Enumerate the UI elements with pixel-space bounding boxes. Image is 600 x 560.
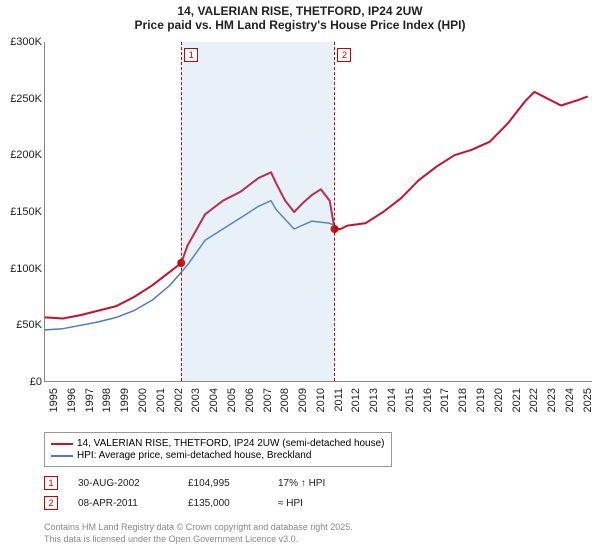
x-tick-label: 1995: [48, 388, 60, 418]
tx-badge: 1: [44, 476, 58, 490]
legend-item: HPI: Average price, semi-detached house,…: [51, 450, 385, 461]
x-tick-label: 2019: [475, 388, 487, 418]
sale-marker-line: [181, 42, 182, 381]
x-tick-label: 2016: [422, 388, 434, 418]
x-tick-label: 2008: [279, 388, 291, 418]
sale-marker-line: [334, 42, 335, 381]
y-tick-label: £300K: [2, 36, 42, 48]
x-tick-label: 2002: [173, 388, 185, 418]
y-tick-label: £50K: [2, 319, 42, 331]
x-tick-label: 1998: [101, 388, 113, 418]
x-tick-label: 2012: [350, 388, 362, 418]
x-tick-label: 2017: [439, 388, 451, 418]
legend-label: 14, VALERIAN RISE, THETFORD, IP24 2UW (s…: [77, 438, 385, 449]
chart-titles: 14, VALERIAN RISE, THETFORD, IP24 2UW Pr…: [0, 0, 600, 32]
x-tick-label: 2025: [582, 388, 594, 418]
x-tick-label: 2013: [368, 388, 380, 418]
tx-delta: 17% ↑ HPI: [278, 478, 325, 489]
title-line1: 14, VALERIAN RISE, THETFORD, IP24 2UW: [0, 4, 600, 18]
tx-delta: ≈ HPI: [278, 498, 303, 509]
legend-label: HPI: Average price, semi-detached house,…: [77, 450, 311, 461]
x-tick-label: 2009: [297, 388, 309, 418]
transaction-row: 1 30-AUG-2002 £104,995 17% ↑ HPI: [44, 476, 325, 490]
tx-date: 08-APR-2011: [78, 498, 168, 509]
x-tick-label: 2010: [315, 388, 327, 418]
shaded-region: [181, 42, 334, 381]
title-line2: Price paid vs. HM Land Registry's House …: [0, 18, 600, 32]
chart-container: 14, VALERIAN RISE, THETFORD, IP24 2UW Pr…: [0, 0, 600, 560]
transaction-row: 2 08-APR-2011 £135,000 ≈ HPI: [44, 496, 303, 510]
legend-item: 14, VALERIAN RISE, THETFORD, IP24 2UW (s…: [51, 438, 385, 449]
x-tick-label: 2023: [546, 388, 558, 418]
y-tick-label: £150K: [2, 206, 42, 218]
x-tick-label: 2005: [226, 388, 238, 418]
plot-area: 12: [44, 42, 592, 382]
tx-price: £135,000: [188, 498, 258, 509]
x-tick-label: 2000: [137, 388, 149, 418]
y-tick-label: £0: [2, 376, 42, 388]
x-tick-label: 2014: [386, 388, 398, 418]
sale-marker-badge: 2: [337, 48, 351, 62]
x-tick-label: 2011: [333, 388, 345, 418]
footer-line2: This data is licensed under the Open Gov…: [44, 534, 298, 544]
tx-date: 30-AUG-2002: [78, 478, 168, 489]
x-tick-label: 2001: [155, 388, 167, 418]
x-tick-label: 1997: [84, 388, 96, 418]
legend: 14, VALERIAN RISE, THETFORD, IP24 2UW (s…: [44, 432, 392, 467]
y-tick-label: £250K: [2, 93, 42, 105]
y-tick-label: £200K: [2, 149, 42, 161]
x-tick-label: 2021: [511, 388, 523, 418]
x-tick-label: 1999: [119, 388, 131, 418]
sale-marker-badge: 1: [184, 48, 198, 62]
x-tick-label: 2015: [404, 388, 416, 418]
legend-swatch: [51, 455, 73, 457]
x-tick-label: 2003: [190, 388, 202, 418]
x-tick-label: 2004: [208, 388, 220, 418]
footer-line1: Contains HM Land Registry data © Crown c…: [44, 522, 353, 532]
tx-price: £104,995: [188, 478, 258, 489]
x-tick-label: 2018: [457, 388, 469, 418]
tx-badge: 2: [44, 496, 58, 510]
y-tick-label: £100K: [2, 263, 42, 275]
x-tick-label: 2006: [244, 388, 256, 418]
x-tick-label: 2020: [493, 388, 505, 418]
x-tick-label: 2007: [262, 388, 274, 418]
x-tick-label: 2024: [564, 388, 576, 418]
legend-swatch: [51, 443, 73, 445]
x-tick-label: 1996: [66, 388, 78, 418]
x-tick-label: 2022: [528, 388, 540, 418]
